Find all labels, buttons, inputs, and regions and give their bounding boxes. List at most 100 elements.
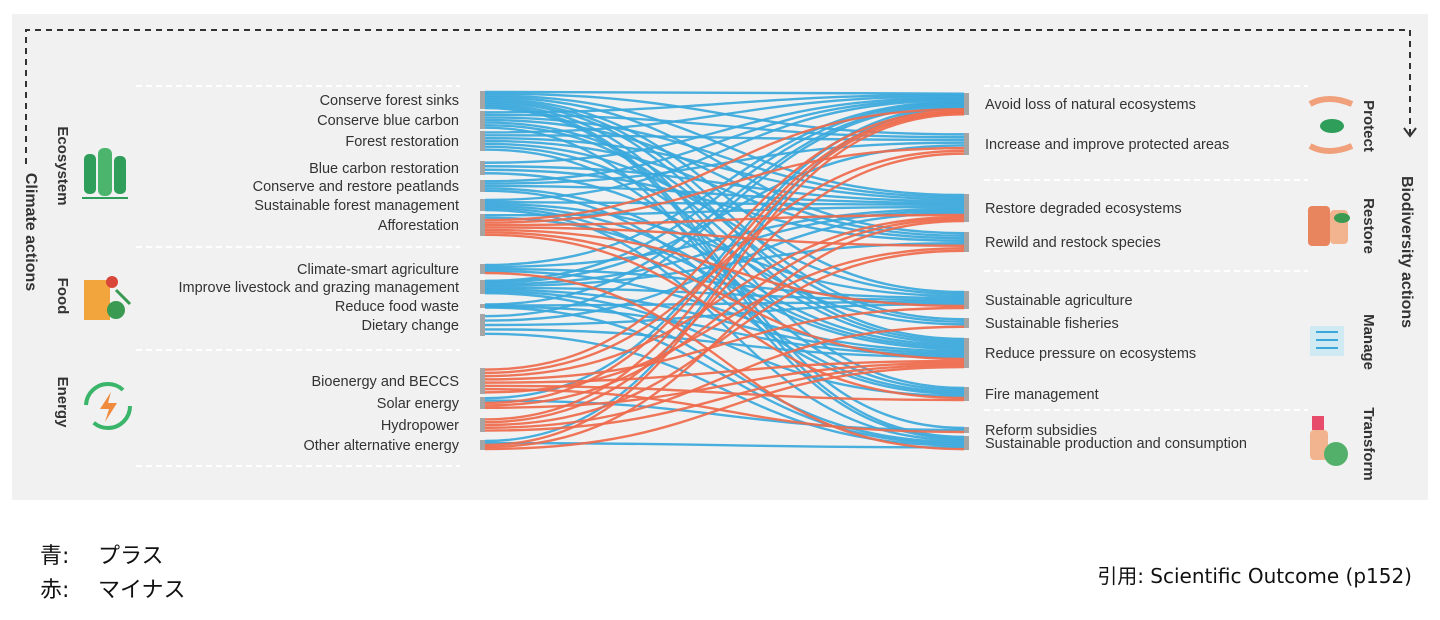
negative-link — [484, 226, 965, 247]
right-label-rewild-and-restock-species: Rewild and restock species — [985, 235, 1161, 251]
legend-positive-key: 青: — [40, 544, 70, 569]
node-reduce-pressure-on-ecosystems — [964, 338, 969, 368]
positive-link — [484, 207, 965, 269]
legend: 青: プラス 赤: マイナス — [40, 540, 186, 608]
node-other-alternative-energy — [480, 440, 485, 450]
positive-link — [484, 104, 965, 318]
vegetable-crate-icon — [84, 276, 132, 320]
left-group-energy: Energy — [54, 377, 71, 429]
right-label-sustainable-fisheries: Sustainable fisheries — [985, 316, 1119, 332]
positive-link — [484, 94, 965, 197]
positive-link — [484, 98, 965, 202]
left-label-conserve-and-restore-peatlands: Conserve and restore peatlands — [253, 179, 459, 195]
negative-link — [484, 361, 965, 409]
negative-link — [484, 249, 965, 427]
positive-link — [484, 100, 965, 267]
left-label-bioenergy-and-beccs: Bioenergy and BECCS — [312, 374, 460, 390]
left-label-dietary-change: Dietary change — [361, 318, 459, 334]
right-label-avoid-loss-of-natural-ecosystems: Avoid loss of natural ecosystems — [985, 97, 1196, 113]
positive-link — [484, 101, 965, 283]
negative-link — [484, 233, 965, 400]
positive-link — [484, 148, 965, 392]
negative-link — [484, 271, 965, 451]
negative-link — [484, 110, 965, 405]
right-group-transform: Transform — [1360, 407, 1377, 480]
left-label-solar-energy: Solar energy — [377, 396, 460, 412]
left-label-hydropower: Hydropower — [381, 418, 459, 434]
node-increase-and-improve-protected-areas — [964, 133, 969, 155]
legend-positive: 青: プラス — [40, 540, 186, 574]
right-label-reform-subsidies: Reform subsidies — [985, 423, 1097, 439]
legend-negative: 赤: マイナス — [40, 574, 186, 608]
node-reduce-food-waste — [480, 304, 485, 308]
legend-negative-key: 赤: — [40, 578, 70, 603]
right-label-sustainable-agriculture: Sustainable agriculture — [985, 293, 1133, 309]
node-forest-restoration — [480, 131, 485, 151]
positive-link — [484, 113, 965, 139]
positive-link — [484, 302, 965, 327]
node-conserve-and-restore-peatlands — [480, 180, 485, 192]
negative-link — [484, 247, 965, 394]
frame-dashed-line — [25, 29, 1411, 164]
left-group-food: Food — [54, 278, 71, 315]
positive-link — [484, 93, 965, 114]
hands-sprout-icon — [1308, 206, 1350, 246]
negative-link — [484, 107, 965, 222]
left-label-climate-smart-agriculture: Climate-smart agriculture — [297, 262, 459, 278]
forest-icon — [82, 148, 128, 199]
node-climate-smart-agriculture — [480, 264, 485, 274]
citation: 引用: Scientific Outcome (p152) — [1097, 564, 1412, 588]
node-sustainable-forest-management — [480, 199, 485, 211]
negative-link — [484, 213, 965, 227]
node-hydropower — [480, 418, 485, 432]
left-label-reduce-food-waste: Reduce food waste — [335, 299, 459, 315]
left-label-conserve-forest-sinks: Conserve forest sinks — [320, 93, 459, 109]
positive-link — [484, 96, 965, 164]
renewable-energy-icon — [84, 382, 132, 430]
node-bioenergy-and-beccs — [480, 368, 485, 394]
hands-leaf-icon — [1308, 96, 1354, 154]
left-label-improve-livestock-and-grazing-management: Improve livestock and grazing management — [179, 280, 459, 296]
diagram-panel: Climate actions Biodiversity actions Conse… — [12, 14, 1428, 500]
left-label-sustainable-forest-management: Sustainable forest management — [254, 198, 459, 214]
node-restore-degraded-ecosystems — [964, 194, 969, 222]
node-afforestation — [480, 214, 485, 236]
right-label-sustainable-production-and-consumption: Sustainable production and consumption — [985, 436, 1247, 452]
node-sustainable-production-and-consumption — [964, 436, 969, 450]
negative-link — [484, 215, 965, 378]
positive-link — [484, 441, 965, 449]
flow-links — [484, 90, 965, 451]
positive-link — [484, 184, 965, 205]
right-group-manage: Manage — [1360, 314, 1377, 370]
positive-link — [484, 116, 965, 199]
node-sustainable-agriculture — [964, 291, 969, 309]
positive-link — [484, 291, 965, 444]
node-rewild-and-restock-species — [964, 232, 969, 252]
positive-link — [484, 136, 965, 201]
negative-link — [484, 111, 965, 421]
negative-link — [484, 365, 965, 451]
right-label-restore-degraded-ecosystems: Restore degraded ecosystems — [985, 201, 1182, 217]
positive-link — [484, 97, 965, 183]
node-dietary-change — [480, 314, 485, 336]
negative-link — [484, 217, 965, 407]
left-label-other-alternative-energy: Other alternative energy — [303, 438, 459, 454]
node-conserve-forest-sinks — [480, 91, 485, 109]
negative-link — [484, 152, 965, 424]
left-label-conserve-blue-carbon: Conserve blue carbon — [317, 113, 459, 129]
positive-link — [484, 95, 965, 134]
left-axis-title: Climate actions — [22, 173, 39, 291]
right-label-reduce-pressure-on-ecosystems: Reduce pressure on ecosystems — [985, 346, 1196, 362]
transform-globe-icon — [1310, 416, 1348, 466]
left-label-blue-carbon-restoration: Blue carbon restoration — [309, 161, 459, 177]
right-label-fire-management: Fire management — [985, 387, 1099, 403]
negative-link — [484, 149, 965, 375]
node-reform-subsidies — [964, 427, 969, 433]
node-sustainable-fisheries — [964, 318, 969, 328]
node-fire-management — [964, 387, 969, 401]
climate-biodiversity-diagram: Climate actions Biodiversity actions Conse… — [22, 29, 1417, 481]
right-axis-title: Biodiversity actions — [1398, 176, 1415, 328]
management-icon — [1310, 326, 1344, 356]
frame-arrow-icon — [1403, 127, 1417, 138]
negative-link — [484, 387, 965, 434]
